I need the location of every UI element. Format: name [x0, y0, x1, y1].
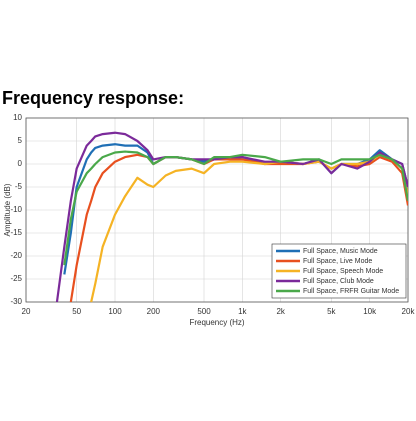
y-tick-label: 5 [18, 136, 23, 145]
y-tick-label: 10 [13, 113, 22, 122]
x-tick-label: 50 [72, 307, 81, 316]
y-tick-label: -25 [10, 274, 22, 283]
series-line [55, 131, 408, 303]
x-tick-label: 5k [327, 307, 336, 316]
y-axis-label: Amplitude (dB) [3, 183, 12, 236]
legend-label: Full Space, Speech Mode [303, 268, 383, 275]
legend-label: Full Space, Live Mode [303, 258, 372, 265]
x-tick-label: 20 [22, 307, 31, 316]
y-tick-label: -10 [10, 205, 22, 214]
y-tick-label: -5 [15, 182, 23, 191]
x-tick-label: 20k [402, 307, 416, 316]
y-tick-label: -15 [10, 228, 22, 237]
x-tick-label: 100 [108, 307, 122, 316]
chart-title: Frequency response: [2, 88, 184, 108]
legend-label: Full Space, FRFR Guitar Mode [303, 288, 399, 295]
x-axis-label: Frequency (Hz) [189, 318, 244, 327]
x-tick-label: 500 [197, 307, 211, 316]
series-line [63, 150, 408, 266]
x-tick-label: 10k [363, 307, 377, 316]
x-tick-label: 200 [147, 307, 161, 316]
series-line [90, 153, 408, 303]
plot-frame [25, 117, 409, 303]
y-tick-label: -20 [10, 251, 22, 260]
y-tick-label: 0 [18, 159, 23, 168]
x-tick-label: 1k [238, 307, 247, 316]
x-tick-label: 2k [276, 307, 285, 316]
y-tick-label: -30 [10, 297, 22, 306]
legend-label: Full Space, Club Mode [303, 278, 374, 285]
legend-label: Full Space, Music Mode [303, 248, 378, 255]
